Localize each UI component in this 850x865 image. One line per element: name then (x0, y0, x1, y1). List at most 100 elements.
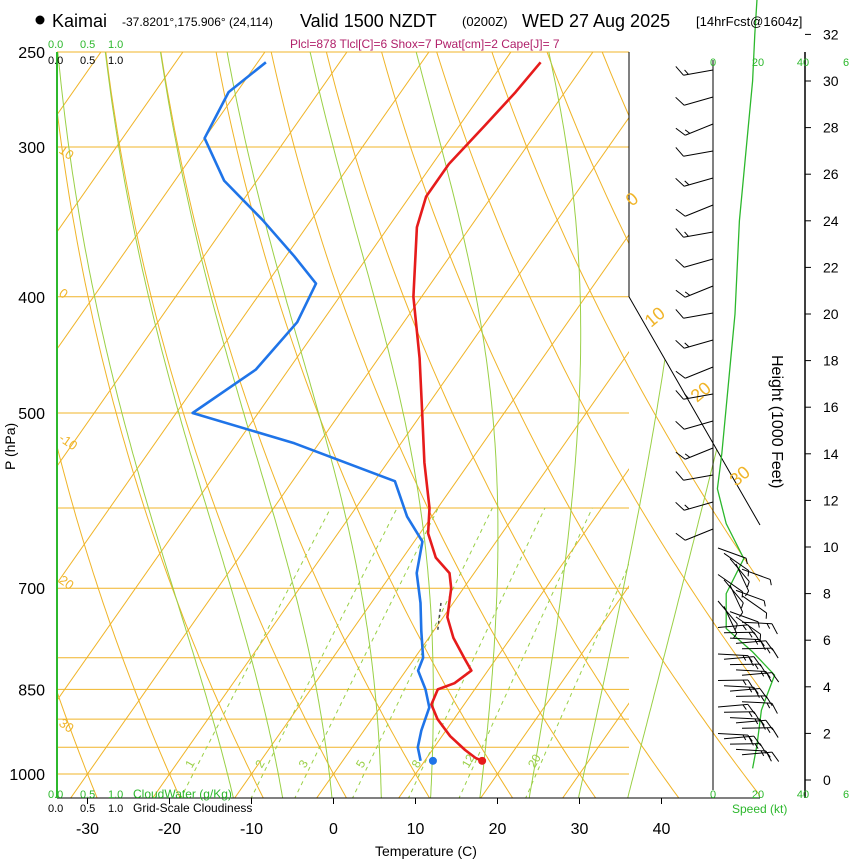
wind-barb-upper-0 (675, 66, 714, 76)
dry-adiabat-80 (538, 52, 760, 798)
wind-barb-upper-15 (675, 471, 714, 481)
forecast-info: [14hrFcst@1604z] (696, 14, 802, 29)
wind-barb-lower-0 (717, 547, 748, 565)
wind-barb-lower-24-half (766, 672, 771, 679)
wind-barb-lower-34-flag-0 (771, 727, 779, 738)
frame-skew-edge (628, 52, 761, 526)
wind-barb-lower-9 (741, 595, 768, 619)
wind-barb-lower-21-staff (723, 656, 754, 660)
mixing-ratio-2 (250, 507, 398, 798)
wind-barb-upper-6 (675, 228, 714, 238)
wind-barb-lower-8-staff (735, 589, 765, 602)
wind-barb-lower-37 (729, 743, 767, 754)
wind-barb-lower-14 (741, 621, 778, 635)
wind-barb-lower-11-staff (723, 606, 738, 634)
cloudiness-bottom-tick-2: 1.0 (108, 803, 123, 815)
wind-barb-upper-7 (675, 258, 714, 268)
wind-barb-upper-2 (675, 123, 714, 136)
mixing-ratio-3 (294, 507, 439, 798)
dry-adiabat-10 (157, 52, 431, 798)
wind-barb-lower-7 (729, 584, 744, 618)
wind-barb-lower-36-staff (723, 735, 754, 740)
utc-time: (0200Z) (462, 14, 508, 29)
cloudwater-label: CloudWater (g/Kg) (133, 787, 232, 801)
isotherm-label-0: 10 (56, 142, 76, 163)
grid-layer (57, 51, 629, 798)
y-axis-title: P (hPa) (2, 423, 18, 470)
wind-barb-upper-6-staff (683, 231, 714, 238)
mixing-ratio-12 (458, 507, 593, 798)
wind-barb-lower-9-half (765, 612, 768, 619)
wind-barb-lower-16-staff (723, 631, 755, 634)
wind-barb-lower-24-flag-0 (771, 672, 780, 683)
wind-barb-lower-25 (717, 679, 755, 691)
wind-barb-lower-36-half (748, 736, 753, 742)
wind-barb-lower-3 (735, 563, 750, 597)
height-tick-label-28: 28 (823, 120, 839, 136)
wind-barb-upper-12-staff (683, 393, 714, 400)
wind-barb-lower-39-half (766, 752, 771, 758)
wind-barb-lower-0-staff (717, 547, 747, 559)
isotherm-group (57, 52, 629, 798)
height-tick-label-10: 10 (823, 539, 839, 555)
mixing-ratio-label-20: 20 (525, 751, 544, 770)
wind-barb-upper-16-half (684, 504, 690, 510)
x-tick-label-20: 20 (489, 821, 507, 838)
p-tick-label-500: 500 (18, 406, 45, 423)
wind-barb-upper-12-half (684, 393, 689, 399)
wind-barb-lower-34-staff (741, 727, 773, 729)
x-tick-label-10: 10 (407, 821, 425, 838)
height-tick-label-12: 12 (823, 492, 839, 508)
wind-barb-lower-21-half (748, 656, 753, 663)
wind-barb-lower-25-half (742, 679, 747, 686)
cloudwater-bottom-tick-1: 0.5 (80, 789, 95, 801)
height-tick-label-32: 32 (823, 26, 839, 42)
wind-barb-lower-30-half (742, 704, 747, 710)
p-tick-label-1000: 1000 (9, 767, 45, 784)
wind-barb-upper-1-flag-0 (675, 96, 685, 106)
wind-barb-upper-14-half (684, 453, 691, 458)
wind-barb-upper-17 (675, 528, 714, 541)
wind-barb-lower-27-half (754, 688, 759, 694)
wind-barb-upper-0-staff (683, 69, 714, 76)
wind-barb-lower-27-staff (729, 687, 760, 692)
wind-barb-upper-13 (675, 420, 714, 430)
station-name: Kaimai (52, 11, 107, 31)
wind-barb-upper-15-staff (683, 474, 714, 481)
wind-barb-upper-6-half (684, 231, 689, 237)
wind-speed-bottom-tick-1: 20 (752, 789, 764, 801)
wind-barb-upper-3 (675, 147, 714, 157)
wind-barb-upper-3-staff (683, 150, 714, 157)
dry-adiabat-label-2: 20 (687, 378, 715, 406)
wind-speed-bottom-tick-3: 6 (843, 789, 849, 801)
wind-barb-lower-14-half (766, 623, 771, 629)
isotherm-label-4: 30 (56, 715, 76, 736)
mixing-ratio-5 (352, 507, 493, 798)
isotherm-label-1: 0 (56, 285, 71, 301)
wind-speed-top-tick-2: 40 (797, 57, 809, 69)
wind-barb-lower-8 (735, 589, 766, 607)
wind-barb-lower-6-staff (723, 579, 744, 604)
valid-time: Valid 1500 NZDT (300, 11, 437, 31)
wind-speed-top-tick-1: 20 (752, 57, 764, 69)
wind-speed-bottom-tick-0: 0 (710, 789, 716, 801)
wind-barb-lower-22-flag-0 (759, 663, 767, 675)
axes-layer: 100-10203001020302503004005007008501000-… (9, 26, 838, 838)
wind-barb-lower-19-half (766, 647, 771, 654)
wind-barb-lower-16 (723, 631, 761, 643)
wind-barb-upper-4 (675, 177, 714, 187)
wind-barb-lower-39 (741, 751, 780, 762)
wind-barb-lower-4-staff (741, 568, 771, 580)
wind-speed-top-tick-0: 0 (710, 57, 716, 69)
wind-barb-lower-18-flag-0 (765, 640, 774, 651)
wind-barb-lower-39-staff (741, 751, 772, 756)
wind-barb-upper-11 (675, 366, 714, 379)
height-tick-label-16: 16 (823, 399, 839, 415)
wind-barb-lower-25-flag-0 (747, 679, 755, 691)
wind-barb-lower-33-half (760, 720, 765, 726)
p-tick-label-250: 250 (18, 45, 45, 62)
wind-barb-lower-30-staff (717, 703, 748, 708)
x-tick-label--30: -30 (76, 821, 99, 838)
x-tick-label-30: 30 (571, 821, 589, 838)
dewpoint-trace (191, 61, 431, 762)
